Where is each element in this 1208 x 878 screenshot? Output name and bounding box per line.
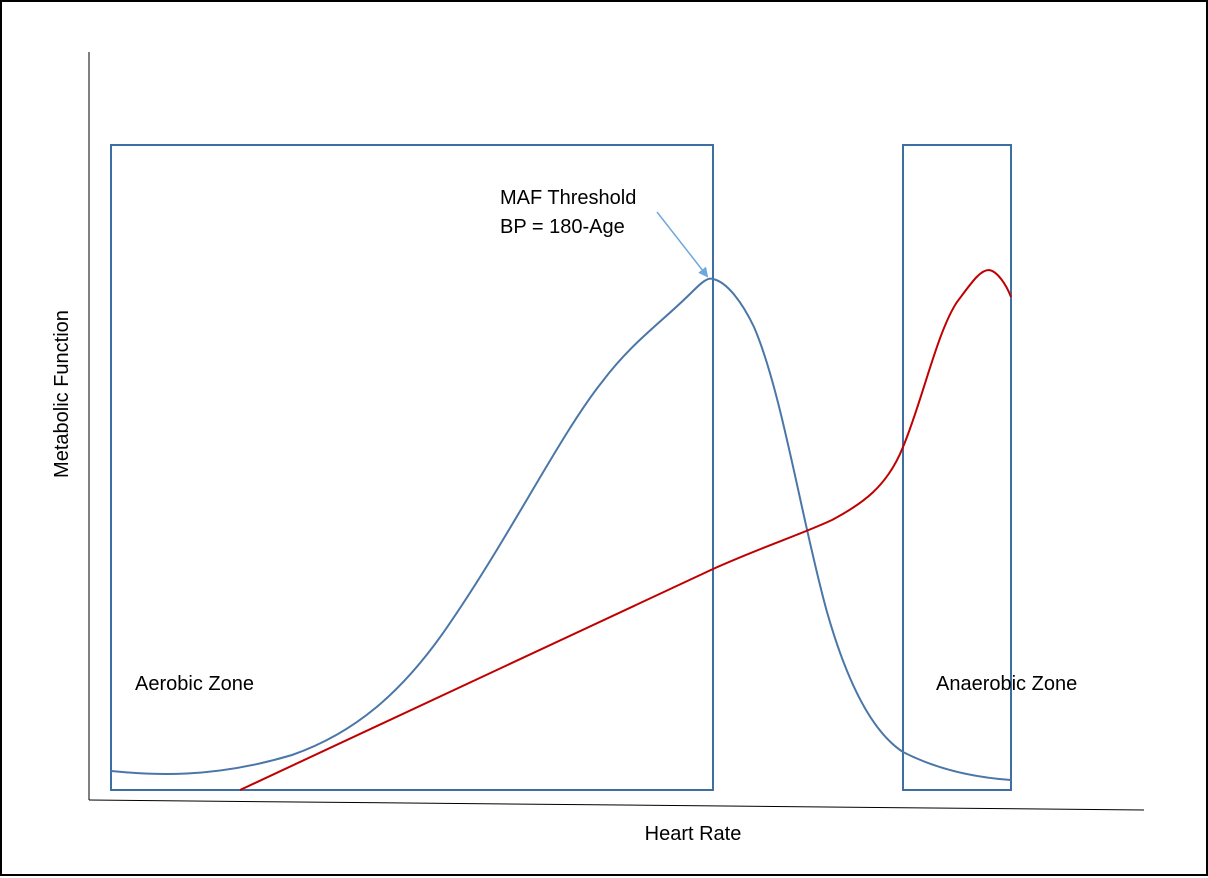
- aerobic-curve: [110, 277, 1012, 781]
- threshold-label-line2: BP = 180-Age: [500, 216, 625, 238]
- threshold-label-line1: MAF Threshold: [500, 187, 636, 209]
- anaerobic-curve: [239, 268, 1012, 791]
- anaerobic-zone-box: [902, 144, 1012, 791]
- y-axis-label: Metabolic Function: [51, 310, 73, 478]
- aerobic-zone-label: Aerobic Zone: [135, 673, 254, 695]
- x-axis-label: Heart Rate: [645, 823, 742, 845]
- threshold-arrow: [656, 211, 709, 278]
- x-axis: [88, 799, 1145, 811]
- anaerobic-zone-label: Anaerobic Zone: [936, 673, 1077, 695]
- aerobic-zone-box: [110, 144, 714, 791]
